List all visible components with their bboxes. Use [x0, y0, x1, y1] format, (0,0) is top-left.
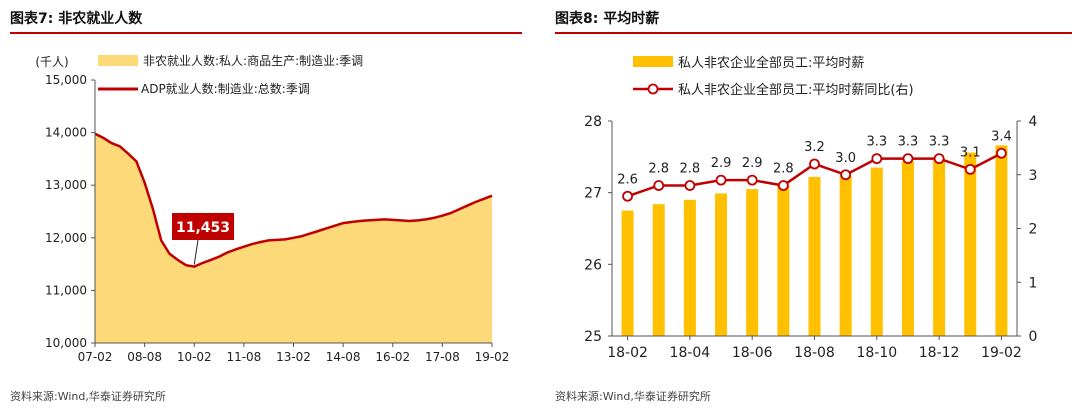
x-tick-label: 18-04 — [670, 345, 711, 361]
yoy-data-label: 3.4 — [991, 129, 1012, 144]
yoy-data-label: 3.1 — [960, 145, 981, 160]
legend-bar-label: 私人非农企业全部员工:平均时薪 — [678, 55, 864, 71]
title-divider — [555, 32, 1072, 34]
legend-area-label: 非农就业人数:私人:商品生产:制造业:季调 — [143, 53, 363, 68]
x-tick-label: 18-08 — [794, 345, 835, 361]
wage-bar — [715, 193, 728, 336]
nonfarm-employment-chart: 10,000 11,000 12,000 13,000 14,000 15,000 (千人)… — [35, 53, 510, 364]
x-tick-label: 18-10 — [856, 345, 897, 361]
legend-area-swatch — [98, 55, 138, 66]
right-y-tick-label: 2 — [1029, 222, 1038, 238]
wage-bar — [870, 167, 883, 336]
yoy-data-label: 3.0 — [835, 151, 856, 166]
yoy-data-label: 3.3 — [866, 135, 887, 150]
wage-bar — [746, 189, 759, 336]
right-y-tick-label: 4 — [1029, 114, 1038, 130]
yoy-data-label: 3.3 — [898, 135, 919, 150]
wage-bar — [621, 210, 634, 336]
annotation-leader — [193, 239, 199, 265]
source-note: 资料来源:Wind,华泰证券研究所 — [555, 390, 711, 403]
x-tick-label: 07-02 — [78, 350, 113, 364]
left-y-tick-label: 28 — [584, 114, 602, 130]
wage-bar — [839, 175, 852, 336]
legend-line-label: ADP就业人数:制造业:总数:季调 — [141, 81, 310, 96]
y-tick-label: 14,000 — [45, 126, 87, 140]
wage-bar — [901, 161, 914, 336]
legend-bar-swatch — [633, 56, 673, 67]
wage-bar — [933, 158, 946, 336]
right-chart-panel: 图表8: 平均时薪 25 26 27 28 0 1 2 3 4 18-02 18-04 18-06 18… — [545, 0, 1080, 408]
chart-title: 图表8: 平均时薪 — [555, 11, 660, 27]
wage-bar — [777, 184, 790, 336]
wage-bar — [964, 152, 977, 336]
x-tick-label: 13-02 — [276, 350, 311, 364]
x-tick-label: 19-02 — [475, 350, 510, 364]
x-tick-label: 14-08 — [326, 350, 361, 364]
yoy-point — [871, 153, 883, 165]
yoy-point — [715, 174, 727, 186]
yoy-point — [840, 169, 852, 181]
x-tick-label: 18-12 — [919, 345, 960, 361]
x-tick-label: 10-02 — [177, 350, 212, 364]
legend-line-marker — [647, 83, 659, 95]
chart-title: 图表7: 非农就业人数 — [10, 11, 143, 27]
left-y-tick-label: 25 — [584, 329, 602, 345]
yoy-point — [653, 180, 665, 191]
x-tick-label: 18-02 — [607, 345, 648, 361]
title-divider — [10, 32, 522, 34]
x-tick-label: 16-02 — [375, 350, 410, 364]
left-y-tick-label: 27 — [584, 186, 602, 202]
yoy-point — [902, 153, 914, 165]
y-unit-label: (千人) — [35, 55, 68, 69]
right-y-tick-label: 1 — [1029, 275, 1038, 291]
y-tick-label: 15,000 — [45, 73, 87, 87]
y-tick-label: 11,000 — [45, 283, 87, 297]
yoy-point — [684, 180, 696, 191]
yoy-point — [777, 180, 789, 191]
annotation-box — [172, 213, 234, 240]
right-y-tick-label: 0 — [1029, 329, 1038, 345]
yoy-data-label: 2.9 — [742, 156, 763, 171]
annotation-label: 11,453 — [176, 220, 230, 236]
yoy-data-label: 2.6 — [617, 172, 638, 187]
x-tick-label: 19-02 — [981, 345, 1022, 361]
left-chart-panel: 图表7: 非农就业人数 10,000 11,000 12,000 13,000 14,0… — [0, 0, 530, 408]
yoy-point — [622, 190, 633, 202]
y-tick-label: 13,000 — [45, 178, 87, 192]
yoy-point — [964, 163, 976, 175]
yoy-point — [809, 158, 820, 170]
hourly-wage-chart: 25 26 27 28 0 1 2 3 4 18-02 18-04 18-06 18-08 18-10 18… — [584, 55, 1038, 361]
legend-line-label: 私人非农企业全部员工:平均时薪同比(右) — [678, 82, 914, 98]
x-tick-label: 18-06 — [732, 345, 773, 361]
right-y-tick-label: 3 — [1029, 168, 1038, 184]
y-tick-label: 10,000 — [45, 336, 87, 350]
yoy-point — [746, 174, 758, 186]
source-note: 资料来源:Wind,华泰证券研究所 — [10, 390, 166, 403]
wage-bar — [683, 199, 696, 336]
yoy-data-label: 2.8 — [680, 162, 701, 177]
yoy-data-label: 3.3 — [929, 135, 950, 150]
x-tick-label: 08-08 — [127, 350, 162, 364]
yoy-data-label: 2.9 — [711, 156, 732, 171]
adp-line-series — [94, 132, 493, 268]
yoy-data-label: 2.8 — [648, 162, 669, 177]
wage-bar — [995, 145, 1008, 336]
x-tick-label: 17-08 — [425, 350, 460, 364]
y-tick-label: 12,000 — [45, 231, 87, 245]
yoy-point — [996, 147, 1007, 159]
left-y-tick-label: 26 — [584, 257, 602, 273]
yoy-data-label: 2.8 — [773, 162, 794, 177]
yoy-data-label: 3.2 — [804, 140, 825, 155]
x-tick-label: 11-08 — [226, 350, 261, 364]
wage-bar — [808, 176, 821, 336]
yoy-point — [933, 153, 945, 165]
wage-bar — [652, 204, 665, 336]
